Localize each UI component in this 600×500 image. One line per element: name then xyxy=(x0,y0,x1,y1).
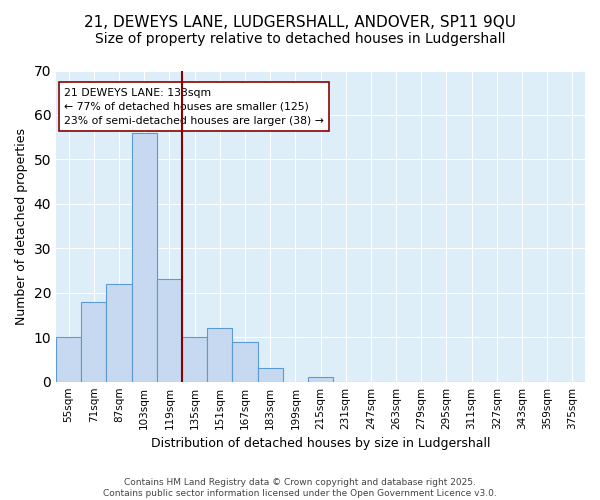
Bar xyxy=(56,337,81,382)
Bar xyxy=(131,132,157,382)
X-axis label: Distribution of detached houses by size in Ludgershall: Distribution of detached houses by size … xyxy=(151,437,490,450)
Bar xyxy=(157,280,182,382)
Bar xyxy=(257,368,283,382)
Y-axis label: Number of detached properties: Number of detached properties xyxy=(15,128,28,324)
Bar xyxy=(308,377,333,382)
Text: 21, DEWEYS LANE, LUDGERSHALL, ANDOVER, SP11 9QU: 21, DEWEYS LANE, LUDGERSHALL, ANDOVER, S… xyxy=(84,15,516,30)
Bar xyxy=(182,337,207,382)
Text: Size of property relative to detached houses in Ludgershall: Size of property relative to detached ho… xyxy=(95,32,505,46)
Text: 21 DEWEYS LANE: 133sqm
← 77% of detached houses are smaller (125)
23% of semi-de: 21 DEWEYS LANE: 133sqm ← 77% of detached… xyxy=(64,88,324,126)
Bar xyxy=(232,342,257,382)
Text: Contains HM Land Registry data © Crown copyright and database right 2025.
Contai: Contains HM Land Registry data © Crown c… xyxy=(103,478,497,498)
Bar xyxy=(106,284,131,382)
Bar xyxy=(207,328,232,382)
Bar xyxy=(81,302,106,382)
